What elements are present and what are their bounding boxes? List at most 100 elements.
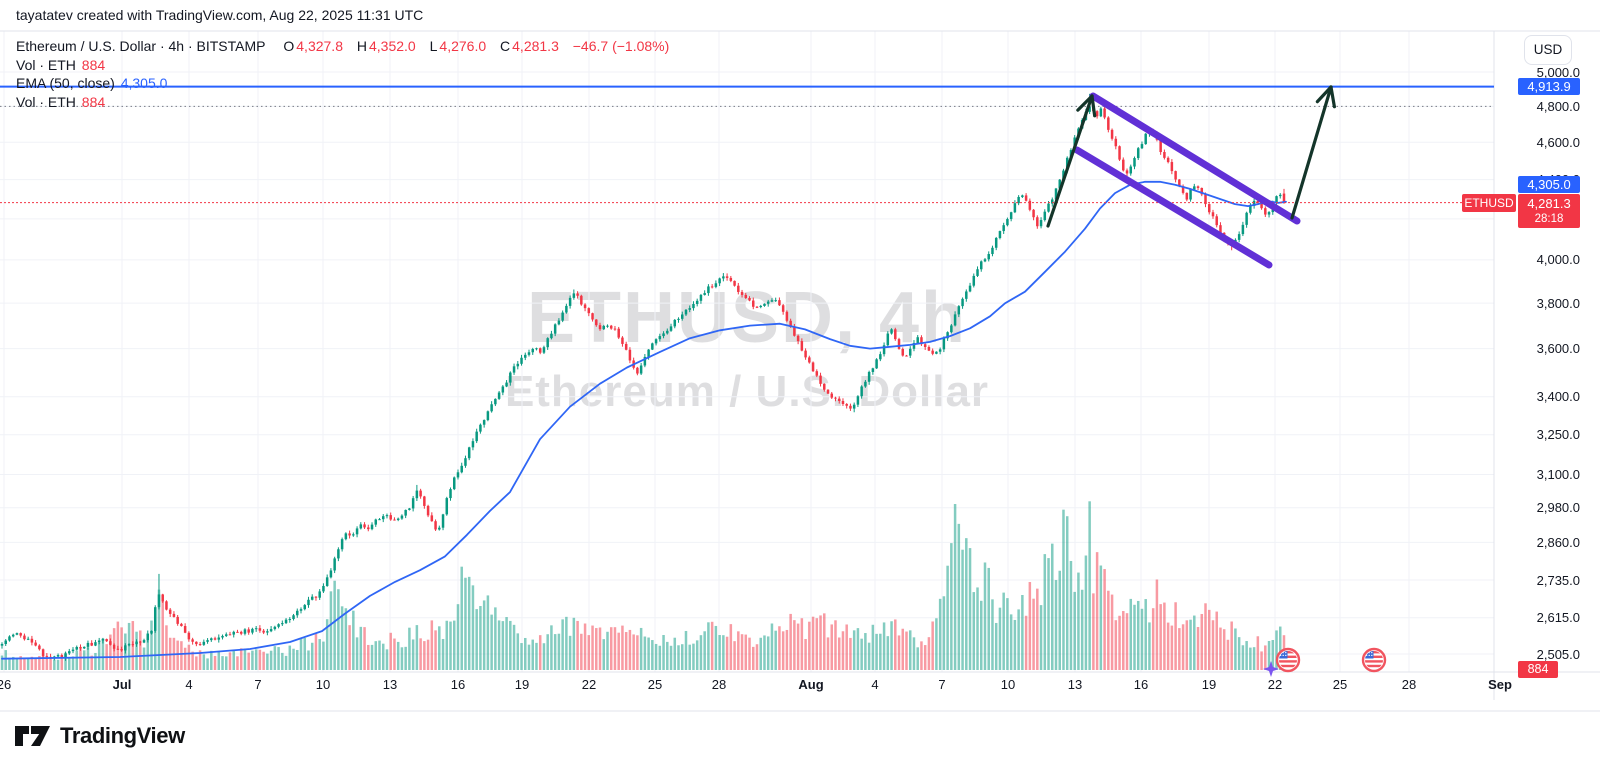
time-tick-day-label: 16 <box>450 677 466 692</box>
volume-bar <box>800 618 804 670</box>
legend-series-row[interactable]: Ethereum / U.S. Dollar · 4h · BITSTAMP O… <box>16 37 669 56</box>
volume-bar <box>1006 598 1009 670</box>
candle-body <box>710 286 714 288</box>
time-tick-day-label: 7 <box>938 677 946 692</box>
candle-body <box>236 631 239 633</box>
candle-body <box>479 424 482 432</box>
candle-body <box>531 349 534 353</box>
candle-body <box>157 594 161 608</box>
ema-50-line[interactable] <box>1 180 1287 660</box>
volume-bar <box>1245 641 1248 670</box>
candle-body <box>318 591 321 598</box>
time-axis[interactable]: 26 Jul 4 7 10 13 16 19 22 25 28 Aug 4 7 10 13 16 19 22 25 28… <box>0 672 1600 700</box>
tradingview-logo-icon[interactable] <box>14 721 52 751</box>
volume-bar <box>198 650 202 670</box>
chart-legend: Ethereum / U.S. Dollar · 4h · BITSTAMP O… <box>16 37 669 111</box>
volume-bar <box>363 627 366 670</box>
flag-star <box>1368 654 1370 656</box>
volume-bar <box>793 620 796 670</box>
volume-bar <box>1151 608 1155 670</box>
candle-body <box>811 362 815 372</box>
volume-bar <box>950 543 953 670</box>
candle-body <box>968 285 972 292</box>
volume-bar <box>1196 627 1200 670</box>
candle-body <box>598 325 602 330</box>
candle-body <box>1200 187 1204 195</box>
candle-body <box>669 326 673 331</box>
candle-body <box>871 368 875 372</box>
candle-body <box>1166 157 1170 163</box>
candle-body <box>161 594 164 602</box>
volume-bar <box>778 626 781 670</box>
volume-bar <box>490 614 493 670</box>
candle-body <box>1264 208 1267 215</box>
volume-bar <box>852 630 856 670</box>
candle-body <box>292 615 295 620</box>
candle-body <box>150 630 153 634</box>
volume-bar <box>763 635 766 670</box>
candle-body <box>378 519 381 521</box>
flag-star <box>1371 654 1373 656</box>
volume-bar <box>1170 625 1174 670</box>
volume-bar <box>337 589 340 670</box>
projection-arrow-shaft <box>1290 85 1333 220</box>
tradingview-logo-text[interactable]: TradingView <box>60 723 185 748</box>
candle-body <box>800 341 804 351</box>
projection-arrow[interactable] <box>1290 85 1336 220</box>
sparkle-icon[interactable] <box>1263 661 1279 677</box>
volume-bar <box>501 621 505 670</box>
candle-body <box>176 616 179 624</box>
ohlc-low: L 4,276.0 <box>429 38 487 54</box>
legend-ema-row[interactable]: EMA (50, close) 4,305.0 <box>16 74 669 93</box>
flag-stripe <box>1279 651 1297 654</box>
candle-body <box>785 311 789 321</box>
price-axis[interactable]: USD 5,000.04,800.04,600.04,400.04,200.04… <box>1494 31 1600 700</box>
flag-stripe <box>1365 660 1383 663</box>
volume-bar <box>1271 640 1275 670</box>
ema-value-badge: 4,305.0 <box>1518 175 1580 193</box>
economic-event-flag-icon[interactable] <box>1361 647 1387 673</box>
flag-stripe <box>1279 664 1297 668</box>
volume-bar <box>56 659 60 670</box>
volume-bar <box>1275 630 1278 670</box>
volume-bar <box>419 638 422 670</box>
candle-body <box>486 411 490 421</box>
volume-bar <box>1159 604 1162 670</box>
candle-body <box>460 465 463 473</box>
legend-volume-row-1[interactable]: Vol · ETH 884 <box>16 56 669 75</box>
candle-body <box>1252 200 1256 206</box>
volume-bar <box>479 606 482 670</box>
volume-bar <box>531 639 534 670</box>
indicator-label: Vol · ETH <box>16 56 76 73</box>
volume-bar <box>886 636 890 670</box>
volume-bar <box>568 635 572 670</box>
candle-body <box>172 613 176 617</box>
economic-event-flag-icon[interactable] <box>1275 647 1301 673</box>
candle-body <box>1043 211 1047 221</box>
candle-body <box>385 515 389 517</box>
volume-bar <box>23 657 26 670</box>
legend-volume-row-2[interactable]: Vol · ETH 884 <box>16 93 669 112</box>
candle-body <box>1170 162 1174 172</box>
volume-bar <box>524 637 527 670</box>
channel-lower-trendline[interactable] <box>1073 146 1273 269</box>
candle-body <box>296 610 299 616</box>
candle-countdown: 28:18 <box>1534 213 1564 225</box>
channel-upper-trendline[interactable] <box>1089 92 1301 225</box>
volume-bar <box>916 647 919 670</box>
rally-arrow[interactable] <box>1046 94 1097 228</box>
candle-body <box>509 372 512 383</box>
candle-body <box>886 333 890 346</box>
volume-bar <box>269 650 273 670</box>
volume-bar <box>1193 615 1196 670</box>
volume-bar <box>905 631 908 670</box>
volume-bar <box>624 632 628 670</box>
volume-bar <box>202 654 206 670</box>
candle-body <box>931 350 934 354</box>
currency-toggle-button[interactable]: USD <box>1524 35 1572 65</box>
candle-body <box>445 498 449 515</box>
volume-bar <box>561 619 564 670</box>
volume-bar <box>808 621 811 670</box>
volume-bar <box>1002 592 1005 670</box>
